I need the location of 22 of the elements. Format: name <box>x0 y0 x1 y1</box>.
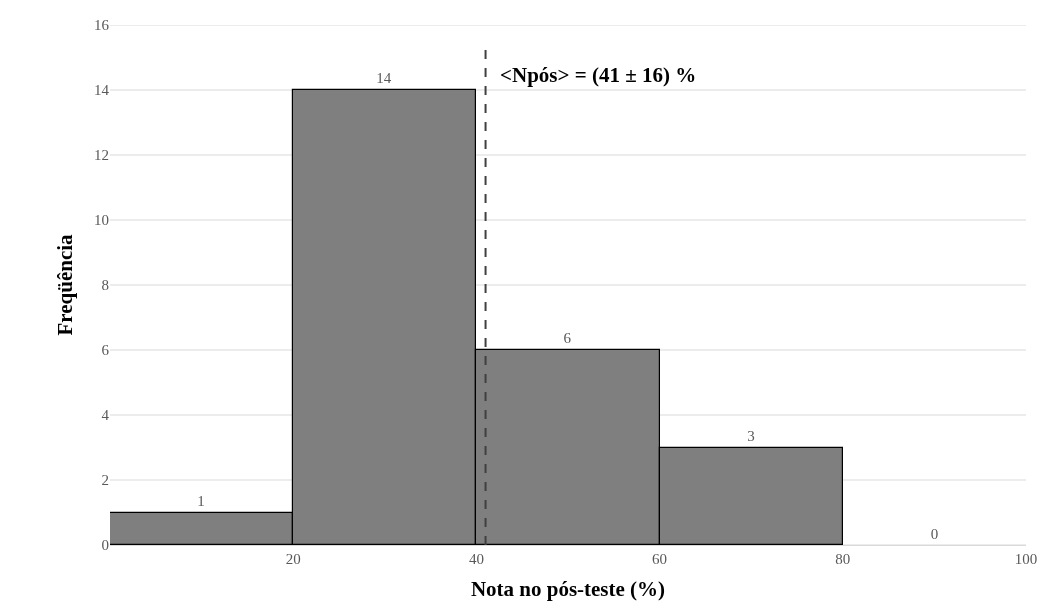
data-label: 3 <box>747 428 755 445</box>
data-label: 6 <box>563 330 572 347</box>
y-tick-label: 14 <box>94 82 110 99</box>
y-tick-label: 10 <box>94 212 109 229</box>
data-label: 1 <box>197 493 205 510</box>
y-axis-title: Freqüência <box>53 233 78 336</box>
x-tick-label: 20 <box>285 551 301 567</box>
x-tick-label: 40 <box>468 551 484 567</box>
x-axis-title: Nota no pós-teste (%) <box>470 577 666 602</box>
y-tick-label: 2 <box>101 472 109 489</box>
y-tick-label: 6 <box>101 342 110 359</box>
y-tick-label: 16 <box>94 17 110 34</box>
y-tick-label: 0 <box>101 537 109 554</box>
x-tick-label: 100 <box>1014 551 1038 567</box>
data-label: 0 <box>930 526 939 542</box>
x-tick-label: 80 <box>835 551 851 567</box>
data-label: 14 <box>376 70 392 87</box>
x-tick-label: 60 <box>652 551 668 567</box>
y-tick-label: 8 <box>101 277 109 294</box>
y-tick-label: 4 <box>101 407 110 424</box>
ref-line-label: <Npós> = (41 ± 16) % <box>500 63 697 87</box>
y-tick-label: 12 <box>94 147 109 164</box>
